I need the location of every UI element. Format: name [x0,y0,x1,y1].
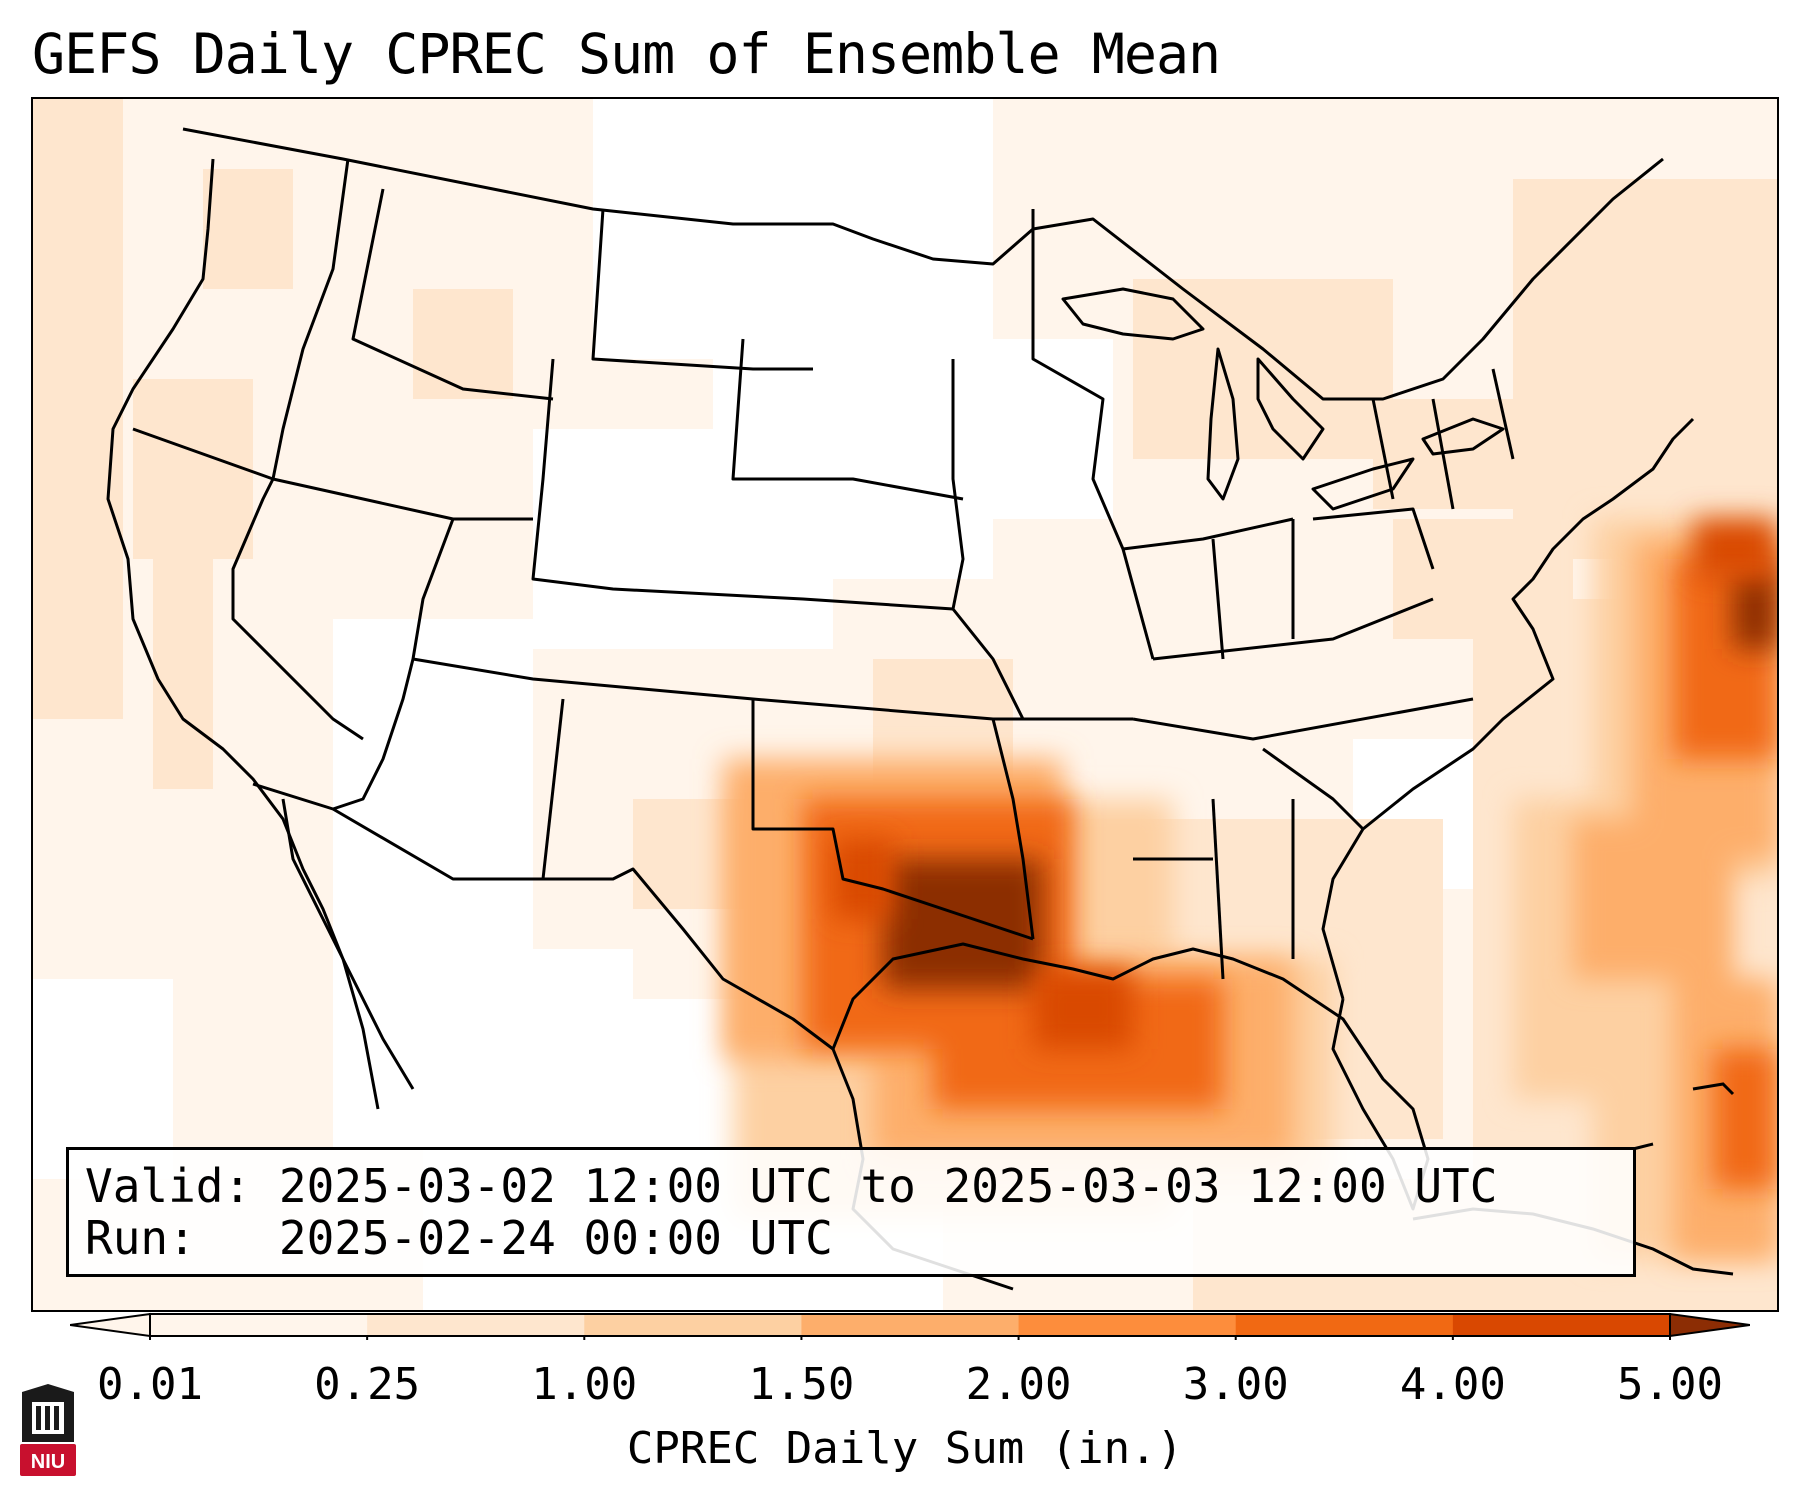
colorbar-extend-high [1669,1312,1750,1338]
colorbar-tick-label: 1.50 [748,1359,855,1410]
map-panel[interactable] [31,97,1779,1312]
valid-value: 2025-03-02 12:00 UTC to 2025-03-03 12:00… [278,1159,1498,1213]
colorbar-segment [1018,1314,1237,1336]
colorbar-outline [149,1313,1671,1337]
colorbar-tick-label: 4.00 [1399,1359,1506,1410]
colorbar-tick-label: 2.00 [965,1359,1072,1410]
precip-max [883,569,1777,989]
colorbar [70,1312,1750,1340]
colorbar-label: CPREC Daily Sum (in.) [626,1423,1184,1474]
colorbar-tick-label: 0.25 [314,1359,421,1410]
colorbar-tick-label: 1.00 [531,1359,638,1410]
colorbar-segment [150,1314,368,1336]
colorbar-tick-label: 5.00 [1617,1359,1723,1410]
colorbar-segment [801,1314,1020,1336]
valid-label: Valid: [85,1159,252,1213]
run-label: Run: [85,1211,196,1265]
niu-logo: NIU [20,1384,76,1476]
colorbar-tick-label: 3.00 [1182,1359,1289,1410]
run-time-line: Run: 2025-02-24 00:00 UTC [85,1212,833,1264]
svg-text:NIU: NIU [31,1451,65,1473]
colorbar-extend-low [70,1312,151,1338]
colorbar-segment [584,1314,802,1336]
run-value: 2025-02-24 00:00 UTC [278,1211,833,1265]
colorbar-segment [367,1314,585,1336]
colorbar-tick-label: 0.01 [97,1359,203,1410]
precip-deep [833,519,1777,1049]
dry-areas [33,99,1513,1310]
precip-map[interactable] [33,99,1777,1310]
valid-run-box: Valid: 2025-03-02 12:00 UTC to 2025-03-0… [66,1147,1636,1277]
map-title: GEFS Daily CPREC Sum of Ensemble Mean [32,22,1221,86]
valid-time-line: Valid: 2025-03-02 12:00 UTC to 2025-03-0… [85,1160,1497,1212]
colorbar-segment [1235,1314,1454,1336]
colorbar-segment [1452,1314,1671,1336]
